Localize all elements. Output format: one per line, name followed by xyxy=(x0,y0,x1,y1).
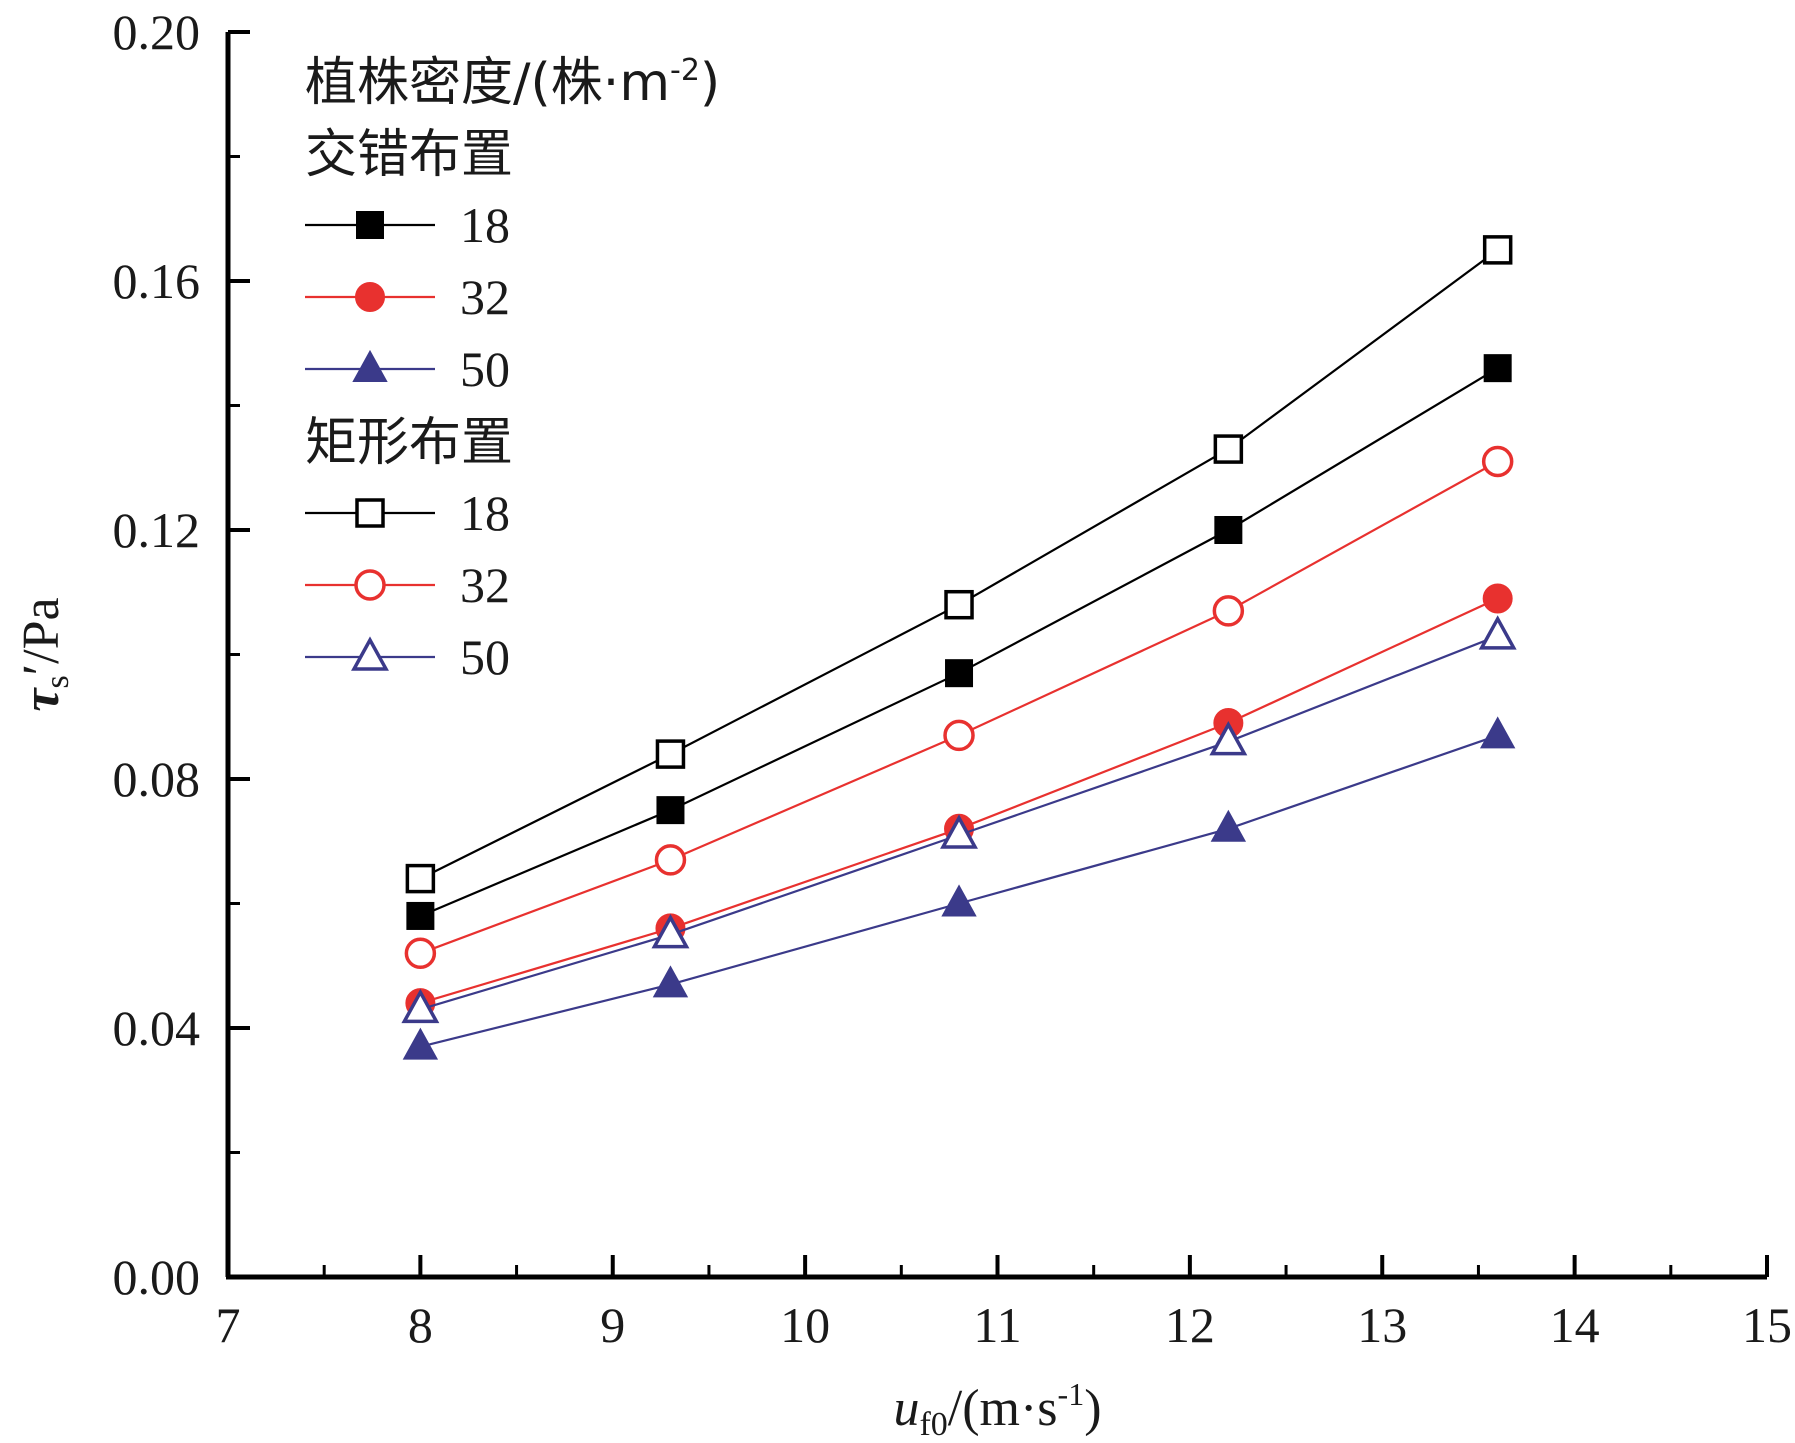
data-point xyxy=(655,739,686,769)
data-point xyxy=(404,937,437,970)
series-staggered-18 xyxy=(406,354,1512,930)
legend-marker xyxy=(355,282,385,312)
series-rectangular-32 xyxy=(404,445,1514,970)
data-point xyxy=(1478,615,1517,650)
y-tick-label: 0.08 xyxy=(113,751,201,807)
data-point xyxy=(941,884,977,917)
data-point xyxy=(943,719,975,752)
y-tick-label: 0.20 xyxy=(113,4,201,60)
legend-marker xyxy=(354,569,386,601)
x-tick-label: 10 xyxy=(780,1297,830,1353)
data-point xyxy=(1479,716,1516,749)
data-point xyxy=(402,1027,439,1060)
legend: 植株密度/(株·m-2) 交错布置 18 32 50 矩形布置 18 32 50 xyxy=(305,53,720,685)
legend-entry: 50 xyxy=(305,341,510,397)
series-rectangular-18 xyxy=(405,235,1513,894)
data-point xyxy=(652,965,689,998)
legend-group-heading: 交错布置 xyxy=(305,125,513,185)
legend-label: 32 xyxy=(460,557,510,613)
series-line xyxy=(420,460,1499,955)
x-tick-label: 12 xyxy=(1165,1297,1215,1353)
legend-title: 植株密度/(株·m-2) xyxy=(305,53,720,113)
legend-marker xyxy=(352,349,388,382)
legend-label: 18 xyxy=(460,485,510,541)
plot-marks xyxy=(401,235,1517,1060)
x-tick-label: 8 xyxy=(408,1297,433,1353)
series-line xyxy=(419,249,1499,880)
y-tick-label: 0.16 xyxy=(113,253,201,309)
data-point xyxy=(944,589,974,620)
x-tick-label: 11 xyxy=(973,1297,1021,1353)
data-point xyxy=(945,659,974,688)
data-point xyxy=(1212,595,1245,627)
legend-title-main: 植株密度/(株·m xyxy=(305,53,670,113)
data-point xyxy=(405,863,436,894)
x-tick-label: 9 xyxy=(600,1297,625,1353)
legend-marker xyxy=(356,211,384,239)
x-tick-label: 13 xyxy=(1357,1297,1407,1353)
series-staggered-32 xyxy=(405,583,1513,1019)
legend-label: 32 xyxy=(460,269,510,325)
data-point xyxy=(656,796,685,825)
data-point xyxy=(401,988,440,1024)
x-tick-label: 14 xyxy=(1550,1297,1600,1353)
x-tick-label: 15 xyxy=(1742,1297,1792,1353)
legend-label: 50 xyxy=(460,341,510,397)
legend-title-end: ) xyxy=(700,53,720,113)
legend-entry: 18 xyxy=(305,197,510,253)
legend-group-heading: 矩形布置 xyxy=(305,413,513,473)
data-point xyxy=(1213,434,1244,464)
data-point xyxy=(1483,354,1512,383)
legend-entry: 32 xyxy=(305,557,510,613)
series-staggered-50 xyxy=(402,716,1516,1060)
legend-entry: 50 xyxy=(305,629,510,685)
legend-marker xyxy=(351,636,389,671)
y-tick-label: 0.04 xyxy=(113,1000,201,1056)
legend-label: 50 xyxy=(460,629,510,685)
y-tick-label: 0.00 xyxy=(113,1249,201,1305)
legend-title-sup: -2 xyxy=(670,53,700,88)
legend-entry: 32 xyxy=(305,269,510,325)
data-point xyxy=(1209,721,1248,756)
series-rectangular-50 xyxy=(401,615,1517,1024)
data-point xyxy=(1214,516,1243,544)
x-tick-label: 7 xyxy=(216,1297,241,1353)
data-point xyxy=(940,814,978,849)
data-point xyxy=(1482,235,1513,265)
data-point xyxy=(1210,809,1247,842)
legend-label: 18 xyxy=(460,197,510,253)
data-point xyxy=(651,914,690,949)
x-axis-title: uf0/(m·s-1) xyxy=(893,1376,1101,1443)
axes: 7 8 9 10 11 12 13 14 15 0.00 0.04 0.08 0.12 0.16 0.20 xyxy=(113,4,1793,1353)
data-point xyxy=(1482,583,1513,614)
data-point xyxy=(1481,445,1514,478)
data-point xyxy=(406,901,435,930)
y-axis-title: τs′/Pa xyxy=(13,597,76,711)
legend-entry: 18 xyxy=(305,485,510,541)
data-point xyxy=(654,844,687,876)
y-tick-label: 0.12 xyxy=(113,502,201,558)
legend-marker xyxy=(355,498,385,528)
